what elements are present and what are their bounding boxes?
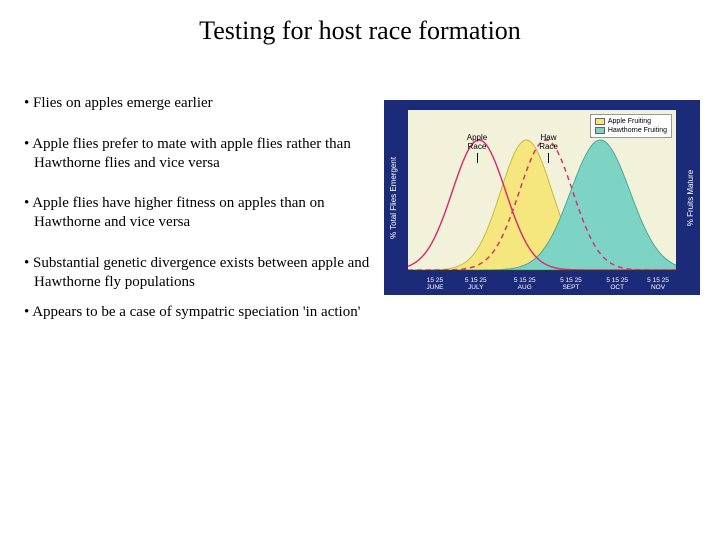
x-tick: 5 15 25JULY [465, 277, 487, 291]
bullet-list: Flies on apples emerge earlier Apple fli… [20, 94, 376, 313]
page-title: Testing for host race formation [0, 0, 720, 54]
plot-area: Apple Fruiting Hawthorne Fruiting Apple … [408, 110, 676, 271]
bullet-list-lower: Appears to be a case of sympatric specia… [0, 303, 600, 322]
bullet-item: Flies on apples emerge earlier [20, 94, 376, 113]
y-axis-label-left: % Total Flies Emergent [389, 156, 398, 238]
emergence-chart: % Total Flies Emergent % Fruits Mature A… [384, 100, 700, 295]
legend-item: Apple Fruiting [595, 117, 667, 126]
x-tick: 5 15 25AUG [514, 277, 536, 291]
x-tick: 5 15 25OCT [606, 277, 628, 291]
legend-label: Apple Fruiting [608, 117, 651, 126]
y-axis-label-right: % Fruits Mature [686, 169, 695, 225]
x-tick: 15 25JUNE [426, 277, 443, 291]
bullet-item: Apple flies prefer to mate with apple fl… [20, 135, 376, 173]
x-tick: 5 15 25NOV [647, 277, 669, 291]
curve-label-apple: Apple Race [467, 134, 487, 163]
legend-item: Hawthorne Fruiting [595, 126, 667, 135]
curve-label-haw: Haw Race [539, 134, 558, 163]
legend-label: Hawthorne Fruiting [608, 126, 667, 135]
bullet-item: Appears to be a case of sympatric specia… [20, 303, 580, 322]
legend-swatch [595, 118, 605, 125]
bullet-item: Substantial genetic divergence exists be… [20, 254, 376, 292]
content-row: Flies on apples emerge earlier Apple fli… [0, 54, 720, 313]
x-tick: 5 15 25SEPT [560, 277, 582, 291]
legend-swatch [595, 127, 605, 134]
bullet-item: Apple flies have higher fitness on apple… [20, 194, 376, 232]
chart-legend: Apple Fruiting Hawthorne Fruiting [590, 114, 672, 138]
